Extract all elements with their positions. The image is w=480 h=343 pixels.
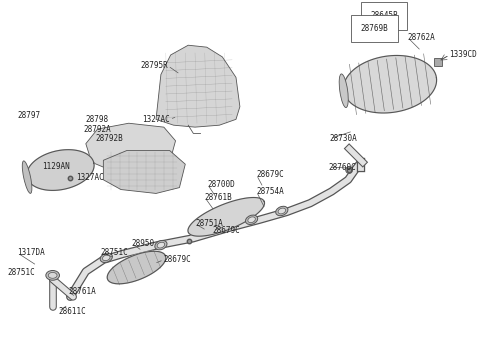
Text: 28611C: 28611C xyxy=(59,307,86,316)
Polygon shape xyxy=(103,151,185,193)
Text: 28797: 28797 xyxy=(18,111,41,120)
Polygon shape xyxy=(27,150,94,190)
Text: 28798: 28798 xyxy=(86,115,109,124)
Ellipse shape xyxy=(103,255,110,261)
Text: 28950: 28950 xyxy=(132,239,155,248)
Ellipse shape xyxy=(278,208,286,214)
Polygon shape xyxy=(188,198,264,236)
Text: 28645B: 28645B xyxy=(371,11,398,21)
Text: 28751A: 28751A xyxy=(195,219,223,228)
Ellipse shape xyxy=(346,167,352,174)
Ellipse shape xyxy=(155,240,167,250)
Text: 1327AC: 1327AC xyxy=(76,173,104,182)
Text: 28679C: 28679C xyxy=(164,255,192,264)
Text: 28679C: 28679C xyxy=(213,226,240,235)
Ellipse shape xyxy=(248,217,255,223)
Ellipse shape xyxy=(48,272,57,278)
Text: 28795R: 28795R xyxy=(140,61,168,70)
Text: 28730A: 28730A xyxy=(330,134,357,143)
Polygon shape xyxy=(86,123,176,172)
Text: 28761A: 28761A xyxy=(68,287,96,296)
FancyBboxPatch shape xyxy=(434,58,442,66)
Ellipse shape xyxy=(276,206,288,216)
Ellipse shape xyxy=(339,74,348,108)
Ellipse shape xyxy=(22,161,32,193)
Text: 28754A: 28754A xyxy=(256,187,284,196)
Ellipse shape xyxy=(100,253,112,262)
Text: 28769B: 28769B xyxy=(360,24,388,33)
Text: 28761B: 28761B xyxy=(205,193,232,202)
Text: 28792A: 28792A xyxy=(84,125,112,133)
Text: 28762A: 28762A xyxy=(408,33,435,42)
Polygon shape xyxy=(344,56,437,113)
Polygon shape xyxy=(156,45,240,127)
Text: 1129AN: 1129AN xyxy=(42,162,70,170)
Text: 28700D: 28700D xyxy=(208,180,236,189)
Text: 1339CD: 1339CD xyxy=(450,50,477,59)
Polygon shape xyxy=(107,251,166,284)
Text: 1327AC: 1327AC xyxy=(142,115,169,124)
Text: 28751C: 28751C xyxy=(100,248,128,258)
Text: 28679C: 28679C xyxy=(256,170,284,179)
Text: 1317DA: 1317DA xyxy=(18,248,45,258)
Ellipse shape xyxy=(245,215,258,224)
Text: 28760C: 28760C xyxy=(329,163,356,172)
Ellipse shape xyxy=(157,242,165,248)
Ellipse shape xyxy=(46,271,60,280)
Text: 28751C: 28751C xyxy=(8,268,36,277)
Text: 28792B: 28792B xyxy=(96,134,123,143)
